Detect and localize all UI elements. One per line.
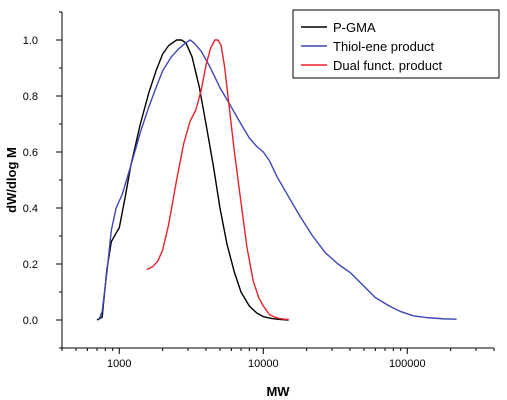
- legend-label: P-GMA: [333, 20, 376, 35]
- y-tick-label: 1.0: [23, 35, 38, 47]
- series-line-1: [97, 40, 289, 320]
- y-tick-label: 0.0: [23, 315, 38, 327]
- y-tick-label: 0.8: [23, 91, 38, 103]
- legend-label: Thiol-ene product: [333, 39, 435, 54]
- y-tick-label: 0.2: [23, 259, 38, 271]
- y-axis: 0.0 0.2 0.4 0.6 0.8 1.0: [23, 12, 62, 348]
- y-tick-label: 0.4: [23, 203, 38, 215]
- x-tick-label: 10000: [248, 358, 279, 370]
- y-axis-title: dW/dlog M: [4, 147, 19, 213]
- x-axis-title: MW: [266, 384, 290, 399]
- legend: P-GMA Thiol-ene product Dual funct. produc…: [293, 10, 499, 78]
- x-axis: 1000 10000 100000: [62, 348, 494, 370]
- y-tick-label: 0.6: [23, 147, 38, 159]
- legend-label: Dual funct. product: [333, 58, 443, 73]
- x-tick-label: 1000: [107, 358, 131, 370]
- series-layer: [97, 40, 457, 320]
- x-tick-label: 100000: [389, 358, 426, 370]
